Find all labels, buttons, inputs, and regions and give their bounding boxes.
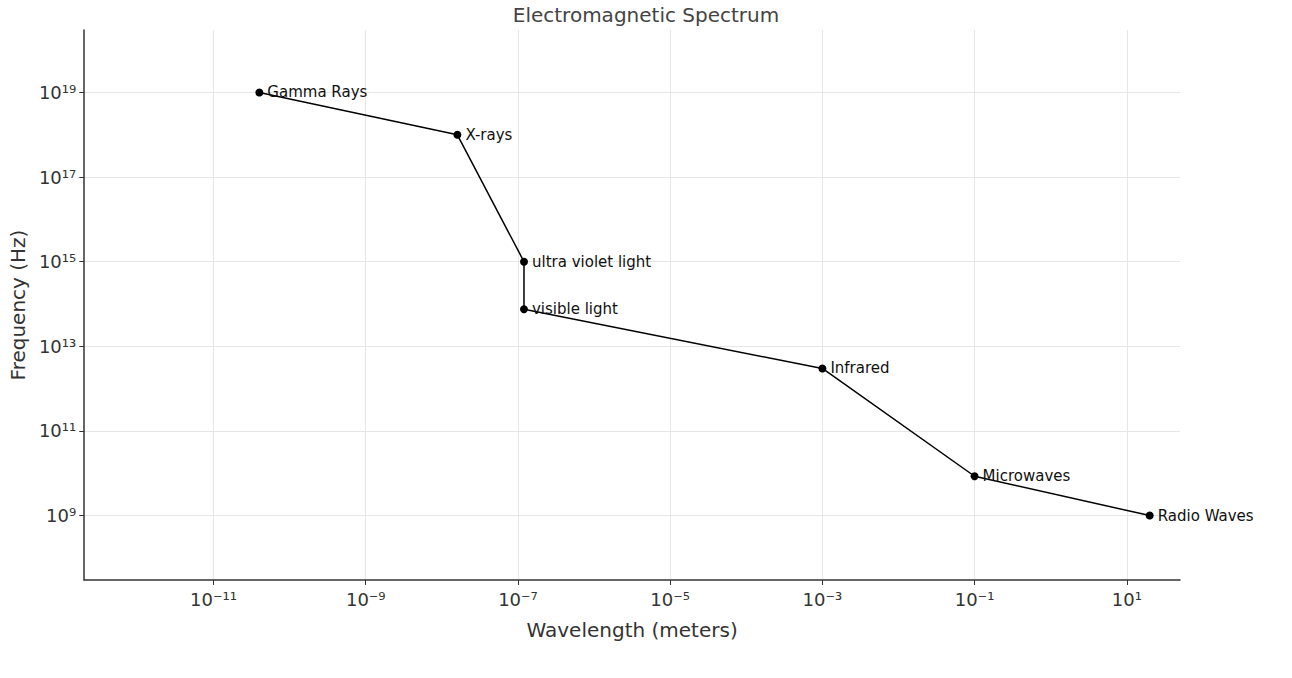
svg-text:10⁻³: 10⁻³ — [803, 589, 843, 610]
svg-text:10¹: 10¹ — [1112, 589, 1142, 610]
svg-text:10⁻⁵: 10⁻⁵ — [650, 589, 690, 610]
svg-text:Frequency (Hz): Frequency (Hz) — [6, 230, 30, 381]
svg-text:Microwaves: Microwaves — [983, 467, 1071, 485]
svg-text:X-rays: X-rays — [465, 126, 512, 144]
svg-text:10¹⁵: 10¹⁵ — [39, 251, 76, 272]
svg-text:10¹⁹: 10¹⁹ — [39, 82, 76, 103]
svg-text:Radio Waves: Radio Waves — [1158, 507, 1254, 525]
svg-text:visible light: visible light — [532, 300, 618, 318]
svg-text:10⁻⁹: 10⁻⁹ — [346, 589, 386, 610]
svg-text:10⁹: 10⁹ — [46, 505, 76, 526]
svg-text:10⁻¹¹: 10⁻¹¹ — [190, 589, 237, 610]
svg-text:10¹³: 10¹³ — [39, 336, 76, 357]
svg-text:10⁻⁷: 10⁻⁷ — [498, 589, 538, 610]
svg-text:Gamma Rays: Gamma Rays — [267, 83, 367, 101]
svg-text:10¹⁷: 10¹⁷ — [39, 167, 76, 188]
svg-text:Infrared: Infrared — [830, 359, 889, 377]
svg-text:Electromagnetic Spectrum: Electromagnetic Spectrum — [513, 3, 779, 27]
svg-text:Wavelength (meters): Wavelength (meters) — [527, 618, 738, 642]
svg-text:ultra violet light: ultra violet light — [532, 253, 651, 271]
svg-text:10¹¹: 10¹¹ — [39, 420, 76, 441]
svg-text:10⁻¹: 10⁻¹ — [955, 589, 995, 610]
